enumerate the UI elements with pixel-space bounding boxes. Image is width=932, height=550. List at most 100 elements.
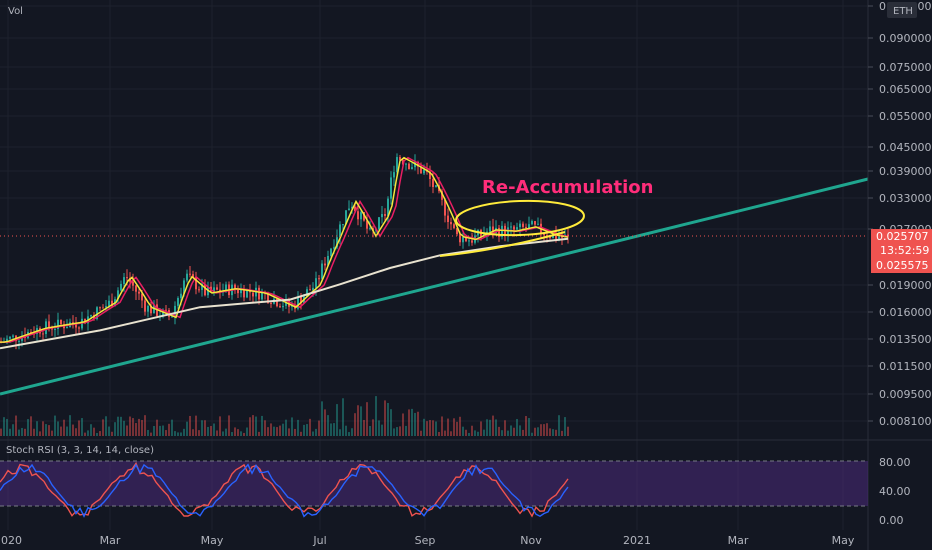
volume-bar xyxy=(174,431,176,436)
candle-body xyxy=(177,298,179,306)
candle-body xyxy=(66,327,68,329)
volume-bar xyxy=(294,428,296,436)
volume-bar xyxy=(243,432,245,436)
volume-bar xyxy=(351,428,353,436)
volume-bar xyxy=(63,419,65,436)
candle-body xyxy=(195,277,197,290)
time-tick-label: May xyxy=(201,534,224,547)
volume-bar xyxy=(540,424,542,436)
candle-body xyxy=(234,284,236,290)
volume-bar xyxy=(339,429,341,436)
volume-bar xyxy=(552,429,554,436)
candle-body xyxy=(453,224,455,229)
candle-body xyxy=(348,208,350,211)
annotation-text[interactable]: Re-Accumulation xyxy=(482,177,653,198)
candle-body xyxy=(237,289,239,294)
stoch-tick-label: 0.00 xyxy=(879,514,904,527)
symbol-badge[interactable] xyxy=(887,2,917,18)
volume-bar xyxy=(132,418,134,436)
volume-bar xyxy=(240,431,242,436)
candle-body xyxy=(72,322,74,324)
volume-bar xyxy=(12,424,14,436)
volume-bar xyxy=(312,431,314,436)
volume-bar xyxy=(33,428,35,436)
candle-body xyxy=(423,169,425,174)
volume-bar xyxy=(180,432,182,436)
stoch-axis[interactable]: 80.00 40.00 0.00 xyxy=(879,456,911,527)
candle-body xyxy=(60,319,62,325)
volume-bar xyxy=(567,426,569,436)
candle-body xyxy=(336,237,338,248)
volume-bar xyxy=(357,405,359,436)
volume-bar xyxy=(69,415,71,436)
volume-bar xyxy=(156,419,158,436)
volume-bar xyxy=(411,408,413,436)
candle-body xyxy=(378,217,380,230)
volume-bar xyxy=(516,418,518,436)
price-tick-label: 0.055000 xyxy=(879,110,932,123)
volume-bar xyxy=(273,426,275,436)
candle-body xyxy=(246,289,248,298)
candle-body xyxy=(507,227,509,236)
time-axis[interactable]: 2020 Mar May Jul Sep Nov 2021 Mar May xyxy=(0,534,855,547)
candle-body xyxy=(324,263,326,266)
trendline[interactable] xyxy=(0,177,869,396)
candle-body xyxy=(276,298,278,307)
volume-bar xyxy=(468,432,470,436)
volume-bar xyxy=(66,426,68,436)
volume-bar xyxy=(345,425,347,436)
candle-body xyxy=(447,215,449,223)
candle-body xyxy=(549,236,551,239)
current-price-text: 0.025707 xyxy=(876,230,929,243)
volume-bar xyxy=(75,428,77,436)
volume-bar xyxy=(9,428,11,436)
volume-bar xyxy=(72,424,74,436)
price-tick-label: 0.090000 xyxy=(879,32,932,45)
candle-body xyxy=(306,289,308,297)
volume-bar xyxy=(456,421,458,436)
volume-bar xyxy=(420,430,422,436)
volume-bar xyxy=(381,424,383,436)
volume-bar xyxy=(432,420,434,436)
candle-body xyxy=(351,206,353,209)
volume-bar xyxy=(492,415,494,436)
volume-bar xyxy=(309,418,311,436)
accumulation-ellipse[interactable] xyxy=(455,199,585,237)
candle-body xyxy=(513,226,515,230)
volume-bar xyxy=(483,429,485,436)
candle-body xyxy=(138,291,140,294)
candle-body xyxy=(141,293,143,301)
candle-body xyxy=(441,191,443,200)
candle-body xyxy=(531,221,533,225)
candle-body xyxy=(381,214,383,218)
volume-bar xyxy=(537,427,539,436)
volume-bar xyxy=(144,415,146,436)
volume-bar xyxy=(285,419,287,436)
volume-bars xyxy=(0,396,569,436)
volume-bar xyxy=(495,419,497,436)
low-price-text: 0.025575 xyxy=(876,259,929,272)
volume-bar xyxy=(510,425,512,436)
accumulation-underline[interactable] xyxy=(439,231,566,257)
volume-bar xyxy=(291,417,293,436)
volume-bar xyxy=(531,432,533,436)
volume-bar xyxy=(162,425,164,436)
ma-white-line xyxy=(0,237,569,350)
price-axis[interactable]: 0.1050000.0900000.0750000.0650000.055000… xyxy=(868,0,932,428)
volume-bar xyxy=(405,425,407,436)
volume-bar xyxy=(330,423,332,436)
candle-body xyxy=(165,309,167,311)
candle-body xyxy=(132,281,134,286)
volume-bar xyxy=(324,409,326,436)
candle-body xyxy=(12,335,14,337)
volume-bar xyxy=(360,406,362,436)
price-tick-label: 0.009500 xyxy=(879,388,932,401)
candle-body xyxy=(90,315,92,317)
volume-bar xyxy=(108,426,110,436)
candle-body xyxy=(417,162,419,167)
candle-body xyxy=(42,333,44,335)
candle-body xyxy=(147,305,149,312)
volume-bar xyxy=(24,428,26,436)
volume-bar xyxy=(141,420,143,436)
